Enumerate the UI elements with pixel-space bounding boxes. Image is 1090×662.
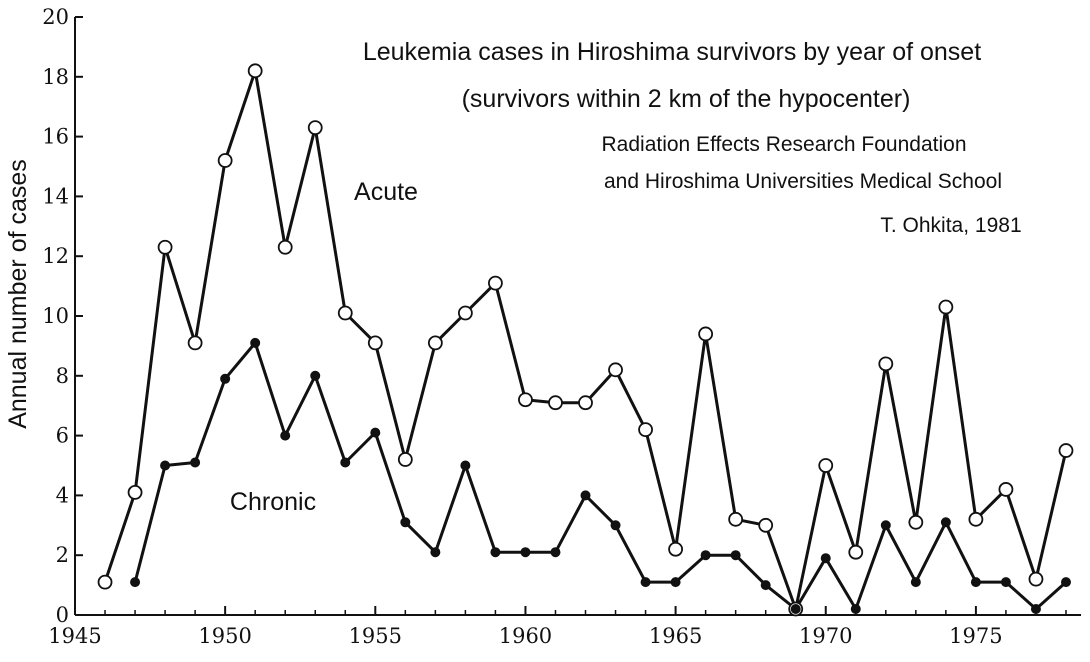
y-axis-label: Annual number of cases bbox=[4, 159, 32, 429]
data-point-acute bbox=[367, 335, 383, 351]
y-tick-label: 18 bbox=[42, 65, 69, 89]
data-point-chronic bbox=[790, 604, 801, 615]
data-point-chronic bbox=[190, 457, 201, 468]
data-point-chronic bbox=[760, 580, 771, 591]
data-point-acute bbox=[968, 511, 984, 527]
data-point-acute bbox=[457, 305, 473, 321]
x-tick-label: 1950 bbox=[198, 624, 251, 648]
data-point-acute bbox=[217, 153, 233, 168]
data-point-acute bbox=[307, 120, 323, 136]
data-point-acute bbox=[518, 392, 533, 408]
data-point-chronic bbox=[730, 550, 741, 561]
x-tick-label: 1965 bbox=[649, 624, 702, 648]
source-line-2: and Hiroshima Universities Medical Schoo… bbox=[604, 170, 1002, 193]
data-point-acute bbox=[998, 482, 1014, 497]
data-point-acute bbox=[97, 574, 113, 590]
y-tick-label: 6 bbox=[56, 424, 69, 448]
data-point-chronic bbox=[880, 520, 891, 531]
data-point-chronic bbox=[670, 577, 681, 588]
data-point-acute bbox=[548, 395, 563, 411]
x-tick-label: 1960 bbox=[499, 624, 552, 648]
data-point-chronic bbox=[550, 547, 561, 558]
data-point-acute bbox=[157, 239, 173, 255]
data-point-acute bbox=[848, 544, 864, 560]
data-point-chronic bbox=[160, 460, 171, 471]
chart-title: Leukemia cases in Hiroshima survivors by… bbox=[363, 38, 981, 66]
data-point-chronic bbox=[280, 430, 291, 441]
y-tick-label: 10 bbox=[42, 304, 69, 328]
series-line-chronic bbox=[133, 341, 1068, 611]
data-point-acute bbox=[758, 517, 774, 533]
data-point-acute bbox=[277, 239, 293, 255]
data-point-chronic bbox=[520, 547, 531, 558]
data-point-chronic bbox=[970, 577, 981, 588]
data-point-chronic bbox=[640, 577, 651, 588]
ticks: 0 2 4 6 8 10 12 14 16 18 20 1945 1950 1955 1960 1965 197… bbox=[42, 5, 1067, 648]
data-point-chronic bbox=[580, 490, 591, 501]
x-tick-label: 1955 bbox=[349, 624, 402, 648]
y-tick-label: 2 bbox=[56, 543, 69, 567]
data-point-chronic bbox=[1030, 604, 1041, 615]
series-label-chronic: Chronic bbox=[230, 488, 316, 516]
data-point-acute bbox=[247, 63, 263, 79]
source-line-3: T. Ohkita, 1981 bbox=[880, 214, 1021, 237]
data-point-acute bbox=[728, 511, 744, 527]
data-point-acute bbox=[337, 305, 353, 321]
data-point-acute bbox=[908, 514, 924, 530]
y-tick-label: 8 bbox=[56, 364, 69, 388]
data-point-chronic bbox=[430, 547, 441, 558]
y-tick-label: 14 bbox=[42, 184, 69, 208]
data-point-acute bbox=[698, 326, 714, 342]
data-point-chronic bbox=[250, 337, 261, 348]
data-point-chronic bbox=[460, 460, 471, 471]
data-point-chronic bbox=[310, 370, 321, 381]
data-point-chronic bbox=[400, 517, 411, 528]
data-point-chronic bbox=[940, 517, 951, 528]
y-tick-label: 12 bbox=[42, 244, 69, 268]
data-point-chronic bbox=[490, 547, 501, 558]
data-point-acute bbox=[397, 452, 413, 467]
x-tick-label: 1975 bbox=[949, 624, 1002, 648]
data-point-acute bbox=[1058, 443, 1074, 458]
data-point-acute bbox=[608, 362, 623, 378]
data-point-chronic bbox=[1060, 577, 1071, 588]
chart-subtitle: (survivors within 2 km of the hypocenter… bbox=[462, 85, 911, 113]
y-tick-label: 4 bbox=[56, 483, 69, 507]
data-point-chronic bbox=[130, 577, 141, 588]
data-point-chronic bbox=[220, 373, 231, 384]
data-point-chronic bbox=[910, 577, 921, 588]
y-tick-label: 20 bbox=[42, 5, 69, 29]
data-point-acute bbox=[878, 356, 894, 372]
data-point-chronic bbox=[1000, 577, 1011, 588]
data-point-acute bbox=[818, 458, 834, 473]
data-point-acute bbox=[127, 485, 143, 500]
data-point-acute bbox=[187, 335, 203, 351]
data-point-acute bbox=[938, 299, 954, 315]
x-tick-label: 1945 bbox=[48, 624, 101, 648]
data-point-acute bbox=[638, 422, 653, 438]
data-point-acute bbox=[1028, 571, 1044, 587]
y-tick-label: 16 bbox=[42, 125, 69, 149]
data-point-chronic bbox=[340, 457, 351, 468]
data-point-acute bbox=[427, 335, 443, 351]
y-tick-label: 0 bbox=[56, 603, 69, 627]
series-points bbox=[97, 63, 1074, 617]
data-point-chronic bbox=[700, 550, 711, 561]
series-label-acute: Acute bbox=[354, 178, 418, 206]
data-point-chronic bbox=[610, 520, 621, 531]
source-line-1: Radiation Effects Research Foundation bbox=[602, 133, 967, 156]
data-point-acute bbox=[488, 275, 503, 291]
data-point-acute bbox=[668, 541, 683, 557]
data-point-chronic bbox=[850, 604, 861, 615]
data-point-acute bbox=[578, 395, 593, 411]
data-point-chronic bbox=[370, 427, 381, 438]
data-point-chronic bbox=[820, 553, 831, 564]
x-tick-label: 1970 bbox=[799, 624, 852, 648]
